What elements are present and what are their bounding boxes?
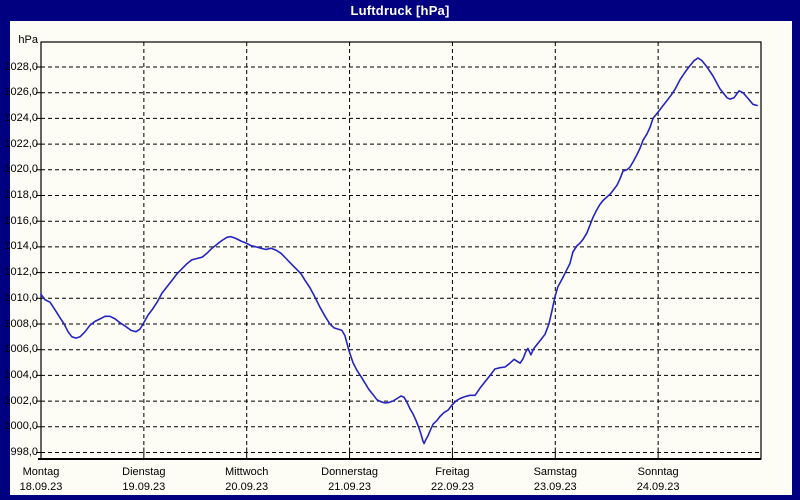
y-axis-tick-label: 1016,0 [4,214,38,227]
day-name-label: Samstag [533,466,577,478]
y-axis-tick-label: 1022,0 [4,137,38,150]
y-axis-tick-label: 1024,0 [4,111,38,124]
day-date-label: 23.09.23 [533,481,577,493]
y-axis-tick-label: 1028,0 [4,60,38,73]
day-name-label: Dienstag [122,466,166,478]
day-date-label: 22.09.23 [431,481,474,493]
y-axis-tick-label: 1018,0 [4,189,38,201]
day-name-label: Mittwoch [225,466,269,478]
chart-panel [10,21,792,495]
window-title: Luftdruck [hPa] [350,3,450,18]
y-axis-tick-label: 1002,0 [4,394,38,407]
day-date-label: 20.09.23 [225,481,269,493]
y-axis-unit-label: hPa [18,34,38,46]
day-date-label: 24.09.23 [636,481,680,493]
y-axis-tick-label: 998,0 [10,446,38,458]
day-name-label: Montag [22,466,60,478]
day-date-label: 21.09.23 [328,481,371,493]
y-axis-tick-label: 1006,0 [4,343,38,356]
y-axis-tick-label: 1012,0 [4,266,38,279]
title-bar: Luftdruck [hPa] [0,0,800,21]
y-axis-tick-label: 1000,0 [4,420,38,433]
y-axis-tick-label: 1008,0 [4,317,38,330]
y-axis-tick-label: 1020,0 [4,163,38,176]
day-name-label: Freitag [435,466,470,478]
day-name-label: Donnerstag [321,466,378,478]
y-axis-tick-label: 1004,0 [4,368,38,381]
y-axis-tick-label: 1026,0 [4,86,38,99]
y-axis-tick-label: 1010,0 [4,291,38,304]
y-axis-tick-label: 1014,0 [4,240,38,253]
day-date-label: 19.09.23 [122,481,166,493]
day-date-label: 18.09.23 [19,481,63,493]
day-name-label: Sonntag [637,466,679,478]
